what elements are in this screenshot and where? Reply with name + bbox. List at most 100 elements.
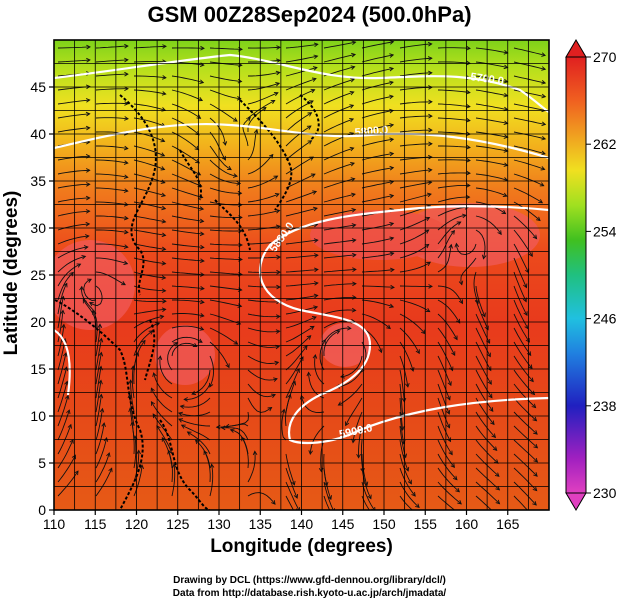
streamline xyxy=(57,223,90,231)
streamline xyxy=(57,255,86,273)
streamline-arrow xyxy=(350,177,356,182)
streamline-arrow xyxy=(541,93,547,99)
streamline xyxy=(221,427,249,441)
streamline-arrow xyxy=(458,280,464,286)
streamline-arrow xyxy=(337,401,343,406)
streamline xyxy=(437,47,471,49)
streamline xyxy=(352,411,363,443)
streamline-arrow xyxy=(85,182,91,187)
streamline-arrow xyxy=(196,114,202,119)
streamline xyxy=(57,197,90,203)
streamline xyxy=(399,229,429,245)
streamline-arrow xyxy=(501,209,507,215)
streamline-arrow xyxy=(541,52,547,57)
streamline-arrow xyxy=(312,353,318,359)
streamline xyxy=(209,327,238,345)
streamline xyxy=(247,129,258,161)
streamline xyxy=(89,285,103,307)
y-tick-label: 5 xyxy=(38,455,46,471)
streamline-arrow xyxy=(98,351,104,357)
streamline xyxy=(361,41,394,49)
streamline xyxy=(285,467,298,499)
streamline xyxy=(323,162,355,175)
streamline xyxy=(437,411,451,442)
streamline xyxy=(513,159,545,170)
streamline xyxy=(475,173,508,181)
streamline-arrow xyxy=(99,407,105,413)
streamline xyxy=(399,495,413,510)
streamline xyxy=(95,73,128,77)
streamline-arrow xyxy=(389,236,395,241)
streamline-arrow xyxy=(160,166,166,171)
streamline xyxy=(361,181,394,189)
streamline-arrow xyxy=(389,221,395,227)
streamline-arrow xyxy=(81,254,87,260)
streamline-arrow xyxy=(453,335,458,341)
streamline xyxy=(209,229,243,232)
y-tick-label: 15 xyxy=(30,361,46,377)
streamline-arrow xyxy=(252,450,258,456)
streamline-arrow xyxy=(161,218,167,224)
streamline-arrow xyxy=(466,45,471,51)
streamline-arrow xyxy=(306,125,312,130)
streamline-arrow xyxy=(541,80,547,85)
streamline xyxy=(285,140,312,161)
streamline xyxy=(361,195,394,203)
streamline xyxy=(133,89,166,95)
streamline xyxy=(95,45,128,49)
streamline xyxy=(247,313,280,318)
streamline xyxy=(285,345,308,371)
streamline xyxy=(360,439,364,472)
streamline-arrow xyxy=(350,65,356,70)
colorbar-tick-label: 230 xyxy=(593,485,617,501)
streamline-arrow xyxy=(352,252,357,258)
colorbar-tick-label: 262 xyxy=(593,136,617,152)
streamline-arrow xyxy=(481,312,486,318)
streamline-arrow xyxy=(386,324,391,330)
streamline xyxy=(513,425,538,449)
streamline-arrow xyxy=(491,433,497,439)
streamline-arrow xyxy=(466,183,471,188)
streamline xyxy=(95,352,102,385)
streamline xyxy=(209,117,226,146)
streamline-arrow xyxy=(161,205,167,211)
streamline-arrow xyxy=(321,338,326,344)
streamline-arrow xyxy=(351,207,357,213)
streamline xyxy=(475,145,508,152)
streamline xyxy=(513,131,546,140)
streamline xyxy=(336,369,363,388)
streamline-arrow xyxy=(199,218,205,224)
streamline-arrow xyxy=(98,337,104,343)
streamline-arrow xyxy=(466,144,471,150)
streamline xyxy=(247,355,279,364)
streamline xyxy=(247,451,256,483)
colorbar-tick-label: 270 xyxy=(593,49,617,65)
streamline xyxy=(133,330,153,357)
streamline xyxy=(95,380,102,413)
streamline xyxy=(181,424,211,441)
streamline-arrow xyxy=(236,181,242,186)
contour-label: 5800.0 xyxy=(354,124,389,139)
streamline xyxy=(437,299,461,324)
streamline-arrow xyxy=(87,278,92,283)
streamline-arrow xyxy=(79,285,84,291)
streamline xyxy=(247,397,272,413)
streamline-arrow xyxy=(178,418,184,423)
streamline-arrow xyxy=(293,493,299,499)
streamline xyxy=(57,210,90,217)
streamline xyxy=(399,244,429,259)
streamline xyxy=(437,221,461,245)
streamline-arrow xyxy=(347,325,352,331)
streamline xyxy=(437,355,452,386)
streamline-arrow xyxy=(74,470,79,476)
streamline xyxy=(513,145,546,155)
streamline xyxy=(399,101,432,105)
streamline xyxy=(133,201,166,210)
streamline xyxy=(96,215,128,219)
streamline xyxy=(285,453,295,485)
streamline xyxy=(81,286,97,315)
streamline-arrow xyxy=(415,349,420,355)
streamline xyxy=(247,154,274,175)
streamline-arrow xyxy=(351,223,357,228)
streamline-arrow xyxy=(162,44,167,49)
